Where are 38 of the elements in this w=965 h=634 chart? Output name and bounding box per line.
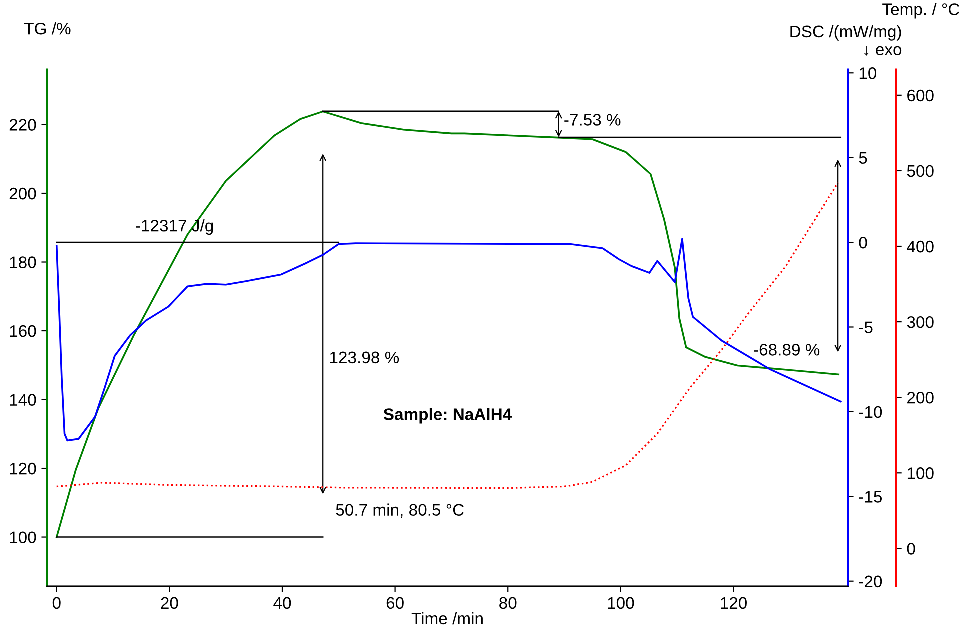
y3-tick-label: 600 bbox=[908, 90, 934, 102]
y3-tick-label: 0 bbox=[907, 543, 916, 555]
y3-axis-title: Temp. / °C bbox=[882, 3, 960, 19]
y2-tick-label: 5 bbox=[859, 152, 868, 164]
annotation: -12317 J/g bbox=[136, 220, 214, 236]
y2-axis-title: DSC /(mW/mg) ↓ exo bbox=[790, 25, 902, 56]
y3-tick-label: 200 bbox=[908, 392, 934, 404]
y-tick-label: 120 bbox=[10, 462, 36, 475]
y2-tick-label: -5 bbox=[859, 322, 873, 334]
y3-tick-label: 400 bbox=[907, 240, 934, 253]
annotation: -7.53 % bbox=[564, 114, 621, 126]
y-axis-title: TG /% bbox=[24, 22, 71, 35]
y2-tick-label: 10 bbox=[860, 68, 877, 80]
annotation: 50.7 min, 80.5 °C bbox=[336, 504, 464, 518]
y2-tick-label: -15 bbox=[859, 491, 882, 503]
y2-tick-label: -10 bbox=[859, 406, 882, 418]
annotation: -68.89 % bbox=[754, 344, 820, 356]
y-tick-label: 100 bbox=[10, 532, 36, 544]
x-tick-label: 20 bbox=[161, 597, 178, 610]
x-tick-label: 100 bbox=[608, 597, 634, 610]
x-tick-label: 60 bbox=[386, 597, 404, 610]
x-tick-label: 40 bbox=[274, 597, 292, 610]
annotation: Sample: NaAlH4 bbox=[384, 408, 512, 424]
x-tick-label: 120 bbox=[721, 597, 747, 610]
y3-tick-label: 300 bbox=[907, 316, 934, 328]
annotation: 123.98 % bbox=[330, 352, 400, 364]
y3-tick-label: 100 bbox=[908, 468, 934, 480]
x-axis-title: Time /min bbox=[412, 612, 483, 625]
y-tick-label: 200 bbox=[10, 188, 36, 200]
y-tick-label: 220 bbox=[10, 119, 36, 131]
y2-tick-label: -20 bbox=[859, 576, 882, 588]
x-tick-label: 0 bbox=[52, 597, 61, 610]
y-tick-label: 160 bbox=[10, 325, 36, 338]
y2-tick-label: 0 bbox=[859, 236, 868, 249]
y-tick-label: 180 bbox=[10, 256, 36, 268]
y3-tick-label: 500 bbox=[907, 165, 934, 178]
y-tick-label: 140 bbox=[10, 394, 36, 406]
x-tick-label: 80 bbox=[500, 597, 517, 610]
